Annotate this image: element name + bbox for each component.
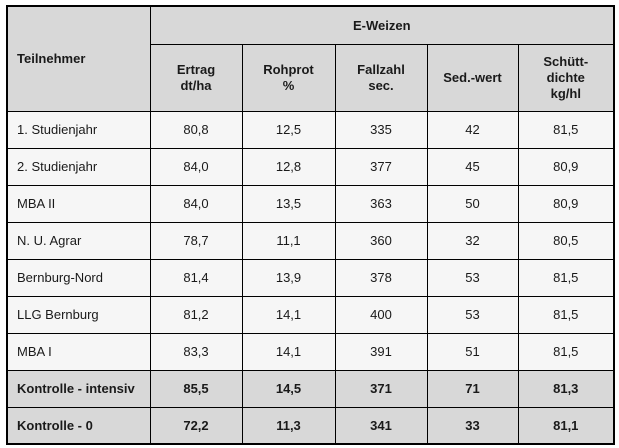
cell-fallzahl: 400 bbox=[334, 295, 428, 334]
cell-sed-wert: 71 bbox=[426, 369, 519, 408]
cell-schuettdichte: 80,9 bbox=[517, 147, 615, 186]
cell-ertrag: 84,0 bbox=[149, 147, 243, 186]
cell-rohprot: 12,5 bbox=[241, 110, 336, 149]
cell-rohprot: 14,1 bbox=[241, 295, 336, 334]
table-header: Teilnehmer E-Weizen Ertrag dt/ha Rohprot% F… bbox=[6, 5, 615, 112]
cell-rohprot: 13,5 bbox=[241, 184, 336, 223]
cell-rohprot: 12,8 bbox=[241, 147, 336, 186]
cell-rohprot: 13,9 bbox=[241, 258, 336, 297]
row-label: MBA II bbox=[6, 184, 151, 223]
row-label: Kontrolle - intensiv bbox=[6, 369, 151, 408]
column-header-row: Ertrag dt/ha Rohprot% Fallzahl sec. Sed.-wert… bbox=[7, 43, 615, 112]
cell-sed-wert: 53 bbox=[426, 258, 519, 297]
row-label: Kontrolle - 0 bbox=[6, 406, 151, 445]
table-row: MBA II 84,0 13,5 363 50 80,9 bbox=[6, 184, 615, 223]
cell-schuettdichte: 81,5 bbox=[517, 295, 615, 334]
cell-schuettdichte: 81,3 bbox=[517, 369, 615, 408]
row-label: Bernburg-Nord bbox=[6, 258, 151, 297]
cell-fallzahl: 371 bbox=[334, 369, 428, 408]
table-row: Kontrolle - intensiv 85,5 14,5 371 71 81,3 bbox=[6, 369, 615, 408]
group-header-row: Teilnehmer E-Weizen bbox=[6, 5, 615, 112]
row-label: N. U. Agrar bbox=[6, 221, 151, 260]
cell-rohprot: 14,1 bbox=[241, 332, 336, 371]
cell-sed-wert: 53 bbox=[426, 295, 519, 334]
cell-ertrag: 72,2 bbox=[149, 406, 243, 445]
column-header-sed-wert: Sed.-wert bbox=[426, 43, 519, 112]
table-row: Kontrolle - 0 72,2 11,3 341 33 81,1 bbox=[6, 406, 615, 445]
column-header-rohprot: Rohprot% bbox=[241, 43, 336, 112]
column-header-schuettdichte: Schütt-dichte kg/hl bbox=[517, 43, 615, 112]
cell-schuettdichte: 80,9 bbox=[517, 184, 615, 223]
cell-fallzahl: 360 bbox=[334, 221, 428, 260]
column-header-teilnehmer: Teilnehmer bbox=[6, 5, 151, 112]
table-row: MBA I 83,3 14,1 391 51 81,5 bbox=[6, 332, 615, 371]
cell-rohprot: 11,1 bbox=[241, 221, 336, 260]
row-label: MBA I bbox=[6, 332, 151, 371]
table-row: 2. Studienjahr 84,0 12,8 377 45 80,9 bbox=[6, 147, 615, 186]
column-header-ertrag: Ertrag dt/ha bbox=[149, 43, 243, 112]
cell-fallzahl: 341 bbox=[334, 406, 428, 445]
cell-schuettdichte: 81,5 bbox=[517, 258, 615, 297]
cell-schuettdichte: 81,5 bbox=[517, 110, 615, 149]
table-row: Bernburg-Nord 81,4 13,9 378 53 81,5 bbox=[6, 258, 615, 297]
cell-sed-wert: 45 bbox=[426, 147, 519, 186]
cell-sed-wert: 51 bbox=[426, 332, 519, 371]
column-header-fallzahl: Fallzahl sec. bbox=[334, 43, 428, 112]
cell-schuettdichte: 80,5 bbox=[517, 221, 615, 260]
cell-ertrag: 85,5 bbox=[149, 369, 243, 408]
table-row: LLG Bernburg 81,2 14,1 400 53 81,5 bbox=[6, 295, 615, 334]
cell-ertrag: 83,3 bbox=[149, 332, 243, 371]
cell-schuettdichte: 81,1 bbox=[517, 406, 615, 445]
cell-ertrag: 80,8 bbox=[149, 110, 243, 149]
cell-sed-wert: 50 bbox=[426, 184, 519, 223]
e-weizen-results-table: Teilnehmer E-Weizen Ertrag dt/ha Rohprot% F… bbox=[6, 5, 616, 445]
table-row: N. U. Agrar 78,7 11,1 360 32 80,5 bbox=[6, 221, 615, 260]
row-label: 1. Studienjahr bbox=[6, 110, 151, 149]
cell-sed-wert: 33 bbox=[426, 406, 519, 445]
cell-fallzahl: 377 bbox=[334, 147, 428, 186]
cell-ertrag: 84,0 bbox=[149, 184, 243, 223]
cell-fallzahl: 363 bbox=[334, 184, 428, 223]
cell-fallzahl: 378 bbox=[334, 258, 428, 297]
table-row: 1. Studienjahr 80,8 12,5 335 42 81,5 bbox=[6, 110, 615, 149]
cell-sed-wert: 32 bbox=[426, 221, 519, 260]
cell-schuettdichte: 81,5 bbox=[517, 332, 615, 371]
group-header-e-weizen: E-Weizen bbox=[149, 5, 615, 45]
cell-sed-wert: 42 bbox=[426, 110, 519, 149]
row-label: LLG Bernburg bbox=[6, 295, 151, 334]
cell-ertrag: 78,7 bbox=[149, 221, 243, 260]
table-body: 1. Studienjahr 80,8 12,5 335 42 81,5 2. Studie… bbox=[6, 110, 615, 445]
cell-fallzahl: 391 bbox=[334, 332, 428, 371]
cell-rohprot: 14,5 bbox=[241, 369, 336, 408]
row-label: 2. Studienjahr bbox=[6, 147, 151, 186]
cell-ertrag: 81,4 bbox=[149, 258, 243, 297]
cell-rohprot: 11,3 bbox=[241, 406, 336, 445]
cell-fallzahl: 335 bbox=[334, 110, 428, 149]
cell-ertrag: 81,2 bbox=[149, 295, 243, 334]
